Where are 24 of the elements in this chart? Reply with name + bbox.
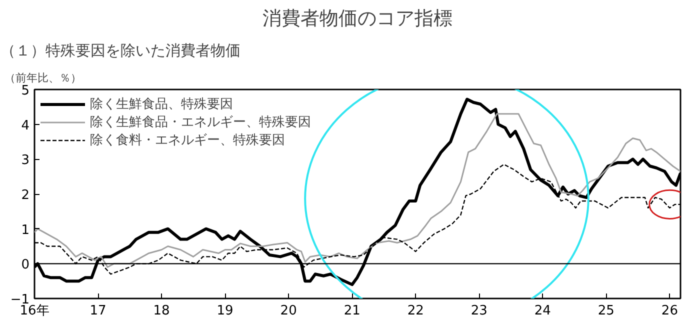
x-tick-label: 21	[344, 304, 360, 318]
legend-label: 除く生鮮食品・エネルギー、特殊要因	[90, 114, 311, 131]
x-tick-label: 23	[470, 304, 488, 318]
x-tick-label: 22	[407, 304, 424, 318]
chart-title: 消費者物価のコア指標	[262, 8, 452, 30]
x-tick-label: 25	[598, 304, 614, 318]
x-tick-label: 26	[661, 304, 678, 318]
y-tick-label: 2	[21, 188, 30, 203]
x-tick-label: 18	[153, 304, 170, 318]
y-tick-label: 5	[21, 84, 30, 98]
x-tick-label: 24	[534, 304, 551, 318]
y-tick-label: 0	[21, 258, 30, 273]
x-tick-label: 17	[90, 304, 106, 318]
x-tick-label: 16年	[20, 304, 50, 318]
line-series	[34, 113, 680, 268]
y-tick-label: 1	[21, 222, 30, 238]
y-tick-label: 4	[21, 118, 30, 134]
legend-label: 除く生鮮食品、特殊要因	[90, 96, 233, 113]
chart-subtitle: （１）特殊要因を除いた消費者物価	[0, 42, 240, 60]
x-tick-label: 19	[216, 304, 234, 318]
y-axis-title: （前年比、％）	[4, 72, 82, 84]
y-tick-label: 3	[21, 153, 30, 168]
x-tick-label: 20	[280, 304, 297, 318]
legend-label: 除く食料・エネルギー、特殊要因	[90, 132, 285, 149]
